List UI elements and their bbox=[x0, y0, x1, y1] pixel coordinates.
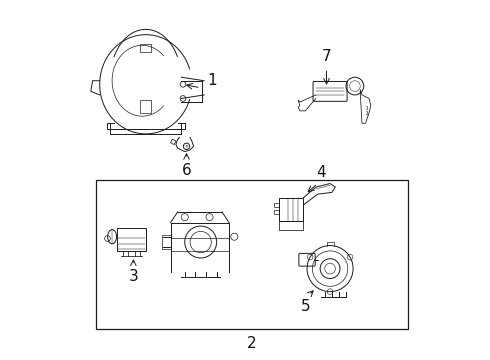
Bar bbox=[118, 228, 146, 251]
Bar bbox=[274, 210, 279, 214]
Text: 7: 7 bbox=[322, 49, 331, 64]
Text: 2: 2 bbox=[247, 336, 257, 351]
Bar bbox=[279, 221, 303, 230]
Bar bbox=[96, 180, 408, 329]
Text: 5: 5 bbox=[300, 299, 310, 314]
Bar bbox=[279, 198, 303, 221]
Text: 3: 3 bbox=[128, 269, 138, 284]
Bar bbox=[274, 203, 279, 207]
Text: 4: 4 bbox=[317, 165, 326, 180]
Bar bbox=[141, 100, 151, 113]
Text: 1: 1 bbox=[208, 73, 218, 88]
Bar bbox=[162, 235, 171, 249]
Bar bbox=[141, 44, 151, 53]
Text: 6: 6 bbox=[182, 163, 192, 178]
